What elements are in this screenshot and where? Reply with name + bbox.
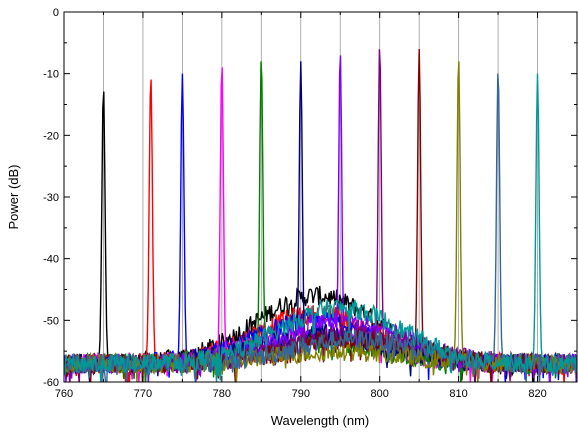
y-tick-label: -60 xyxy=(43,377,59,389)
y-tick-label: -20 xyxy=(43,130,59,142)
x-tick-label: 760 xyxy=(55,388,73,400)
y-tick-label: -40 xyxy=(43,254,59,266)
y-tick-label: -10 xyxy=(43,69,59,81)
y-tick-label: 0 xyxy=(53,7,59,19)
series-line-815nm xyxy=(64,73,577,382)
x-tick-label: 780 xyxy=(213,388,231,400)
y-axis-label: Power (dB) xyxy=(6,164,21,229)
y-tick-label: -30 xyxy=(43,192,59,204)
series-line-820nm xyxy=(64,73,577,382)
x-tick-label: 820 xyxy=(528,388,546,400)
x-tick-label: 800 xyxy=(371,388,389,400)
x-tick-label: 790 xyxy=(292,388,310,400)
axes: 760 770 780 790 800 810 820 0 -10 -20 -30 -40 -50 -60 xyxy=(43,7,577,400)
x-tick-label: 810 xyxy=(449,388,467,400)
series-layer xyxy=(64,48,577,382)
x-tick-label: 770 xyxy=(134,388,152,400)
x-axis-label: Wavelength (nm) xyxy=(271,413,370,428)
y-tick-label: -50 xyxy=(43,315,59,327)
